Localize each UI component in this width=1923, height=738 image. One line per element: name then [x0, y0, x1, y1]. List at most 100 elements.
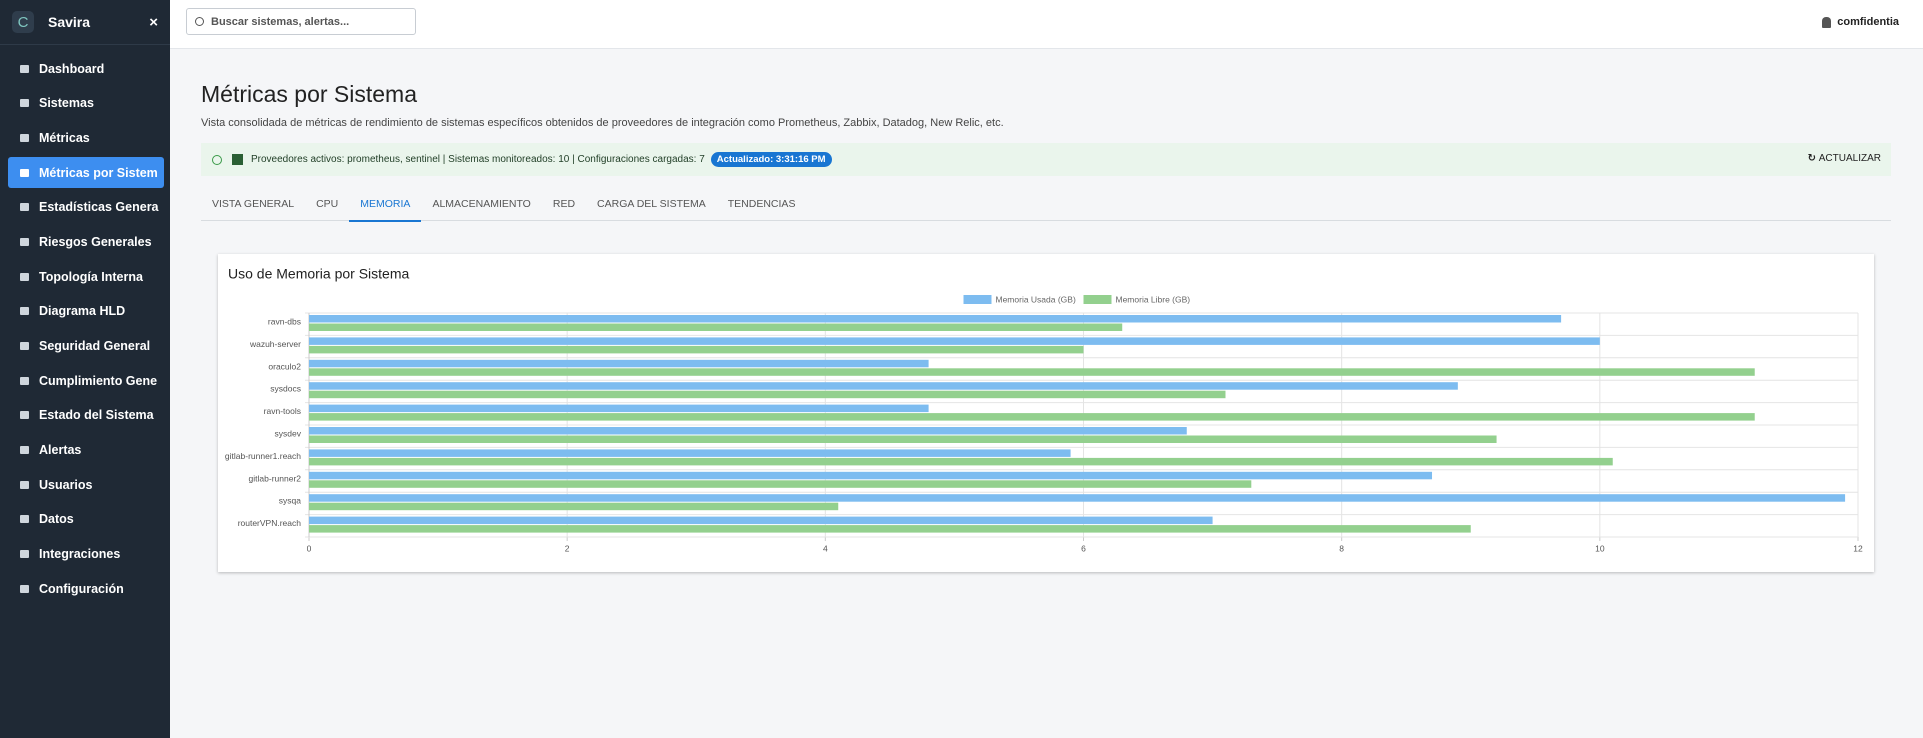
- nav-label: Diagrama HLD: [39, 304, 126, 319]
- bar: [309, 502, 839, 511]
- status-badge: Actualizado: 3:31:16 PM: [710, 152, 832, 167]
- nav-label: Métricas por Sistem: [39, 165, 158, 180]
- nav-item[interactable]: Topología Interna: [8, 261, 164, 292]
- legend-swatch: [1083, 295, 1112, 304]
- nav-item[interactable]: Riesgos Generales: [8, 226, 164, 257]
- y-tick-label: ravn-tools: [264, 406, 301, 416]
- bar: [309, 471, 1433, 480]
- bar: [309, 449, 1071, 457]
- nav-icon: [20, 584, 29, 593]
- nav-item[interactable]: Métricas: [8, 122, 164, 153]
- close-button[interactable]: ×: [149, 13, 158, 31]
- x-tick-label: 12: [1853, 543, 1863, 553]
- nav-label: Dashboard: [39, 61, 105, 76]
- bar: [309, 382, 1458, 390]
- nav-item[interactable]: Estado del Sistema: [8, 400, 164, 431]
- user-menu[interactable]: comfidentia: [1822, 16, 1899, 28]
- page-title: Métricas por Sistema: [201, 81, 418, 107]
- nav-item[interactable]: Diagrama HLD: [8, 296, 164, 327]
- nav-label: Sistemas: [39, 96, 94, 111]
- x-tick-label: 6: [1081, 543, 1086, 553]
- nav-item[interactable]: Métricas por Sistem: [8, 157, 164, 189]
- bar: [309, 494, 1846, 502]
- y-tick-label: sysdocs: [270, 384, 301, 394]
- nav-item[interactable]: Integraciones: [8, 539, 164, 570]
- tab[interactable]: MEMORIA: [349, 193, 422, 222]
- nav-icon: [20, 272, 29, 281]
- bar: [309, 457, 1613, 466]
- x-tick-label: 0: [307, 543, 312, 553]
- status-text: Proveedores activos: prometheus, sentine…: [251, 154, 705, 165]
- nav-label: Seguridad General: [39, 339, 151, 353]
- y-tick-label: oraculo2: [268, 361, 301, 371]
- tab[interactable]: CPU: [316, 198, 339, 210]
- tab[interactable]: TENDENCIAS: [727, 198, 796, 210]
- nav-item[interactable]: Cumplimiento Gene: [8, 365, 164, 396]
- chart-icon: [232, 154, 243, 165]
- nav-icon: [20, 446, 29, 455]
- nav-item[interactable]: Estadísticas Genera: [8, 192, 164, 223]
- nav-item[interactable]: Sistemas: [8, 88, 164, 119]
- nav-icon: [20, 99, 29, 108]
- y-tick-label: gitlab-runner2: [249, 473, 302, 483]
- nav-label: Estadísticas Genera: [39, 200, 159, 215]
- chart-title: Uso de Memoria por Sistema: [228, 266, 410, 282]
- bar: [309, 368, 1755, 376]
- nav-icon: [20, 480, 29, 489]
- legend-label: Memoria Usada (GB): [996, 294, 1076, 304]
- tab[interactable]: VISTA GENERAL: [212, 198, 295, 210]
- tab[interactable]: ALMACENAMIENTO: [432, 198, 531, 210]
- nav-item[interactable]: Configuración: [8, 573, 164, 604]
- bar: [309, 525, 1471, 533]
- x-tick-label: 10: [1595, 543, 1605, 553]
- legend-label: Memoria Libre (GB): [1116, 294, 1191, 304]
- logo: C: [12, 11, 34, 33]
- y-tick-label: sysqa: [279, 496, 301, 506]
- y-tick-label: sysdev: [275, 428, 302, 438]
- refresh-button[interactable]: ACTUALIZAR: [1808, 153, 1881, 164]
- bar: [309, 480, 1252, 488]
- nav-icon: [20, 376, 29, 385]
- chart-card: Uso de Memoria por Sistema 0 2 4 6 8 10 12 Memo…: [218, 254, 1874, 572]
- nav-icon: [20, 64, 29, 73]
- topbar: Buscar sistemas, alertas... comfidentia: [170, 0, 1923, 49]
- bar: [309, 359, 929, 368]
- search-input[interactable]: Buscar sistemas, alertas...: [186, 8, 416, 35]
- bar: [309, 404, 929, 413]
- nav-label: Datos: [39, 512, 74, 527]
- x-tick-label: 2: [565, 543, 570, 553]
- tabs: VISTA GENERAL CPU MEMORIA ALMACENAMIENTO RED…: [201, 193, 1891, 222]
- nav-item[interactable]: Alertas: [8, 435, 164, 466]
- nav-item[interactable]: Dashboard: [8, 53, 164, 84]
- nav-icon: [20, 550, 29, 559]
- brand-name: Savira: [48, 14, 91, 30]
- nav-icon: [20, 203, 29, 212]
- nav-icon: [20, 237, 29, 246]
- y-tick-label: routerVPN.reach: [238, 518, 302, 528]
- tab[interactable]: CARGA DEL SISTEMA: [597, 198, 706, 210]
- nav-label: Riesgos Generales: [39, 234, 152, 249]
- y-tick-label: gitlab-runner1.reach: [225, 451, 301, 461]
- chart: Uso de Memoria por Sistema 0 2 4 6 8 10 12 Memo…: [225, 266, 1863, 554]
- nav-label: Cumplimiento Gene: [39, 373, 158, 388]
- nav-icon: [20, 168, 29, 177]
- sidebar: C Savira × Dashboard Sistemas Métricas Métr…: [0, 0, 170, 738]
- bar: [309, 413, 1755, 421]
- bar: [309, 390, 1226, 399]
- nav-icon: [20, 342, 29, 350]
- nav-item[interactable]: Seguridad General: [8, 331, 164, 362]
- nav-item[interactable]: Datos: [8, 504, 164, 535]
- bar: [309, 516, 1213, 525]
- nav-icon: [20, 515, 29, 524]
- nav-label: Estado del Sistema: [39, 408, 154, 423]
- ok-icon: [212, 154, 222, 165]
- y-tick-label: ravn-dbs: [268, 316, 301, 326]
- status-bar: Proveedores activos: prometheus, sentine…: [201, 143, 1891, 176]
- nav-label: Topología Interna: [39, 269, 143, 284]
- nav-icon: [20, 411, 29, 420]
- bar: [309, 427, 1187, 435]
- y-tick-label: wazuh-server: [249, 339, 301, 349]
- tab[interactable]: RED: [552, 198, 576, 210]
- nav-item[interactable]: Usuarios: [8, 469, 164, 500]
